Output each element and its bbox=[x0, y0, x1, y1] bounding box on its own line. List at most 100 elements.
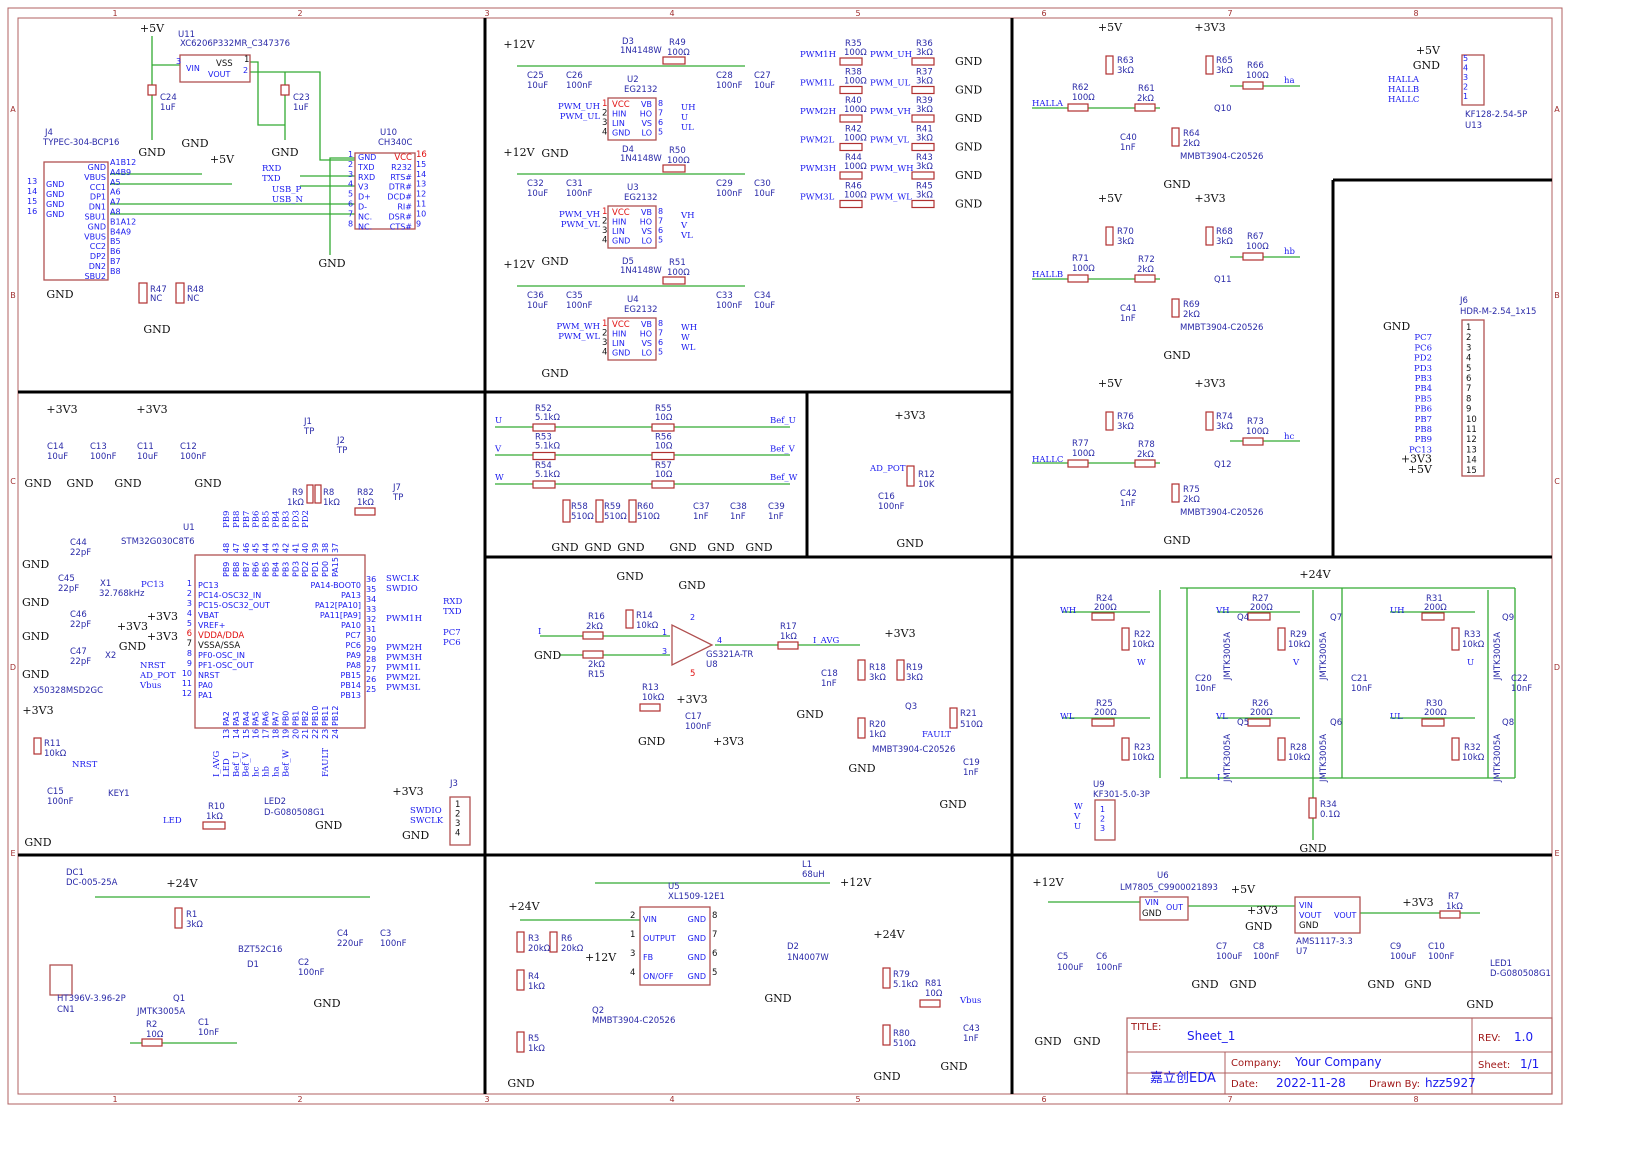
input-r2-val-label: 10Ω bbox=[146, 1030, 164, 1040]
j6-nums-6-label: 7 bbox=[1466, 384, 1471, 394]
mcu-bottom-pins-9-label: PB10 bbox=[311, 706, 320, 727]
buck-right-pins-1-label: GND bbox=[688, 934, 706, 943]
bridge-legs-1-rl-ref-label: R26 bbox=[1252, 699, 1269, 709]
drivers-0-out-h-label: UH bbox=[681, 103, 696, 113]
mcu-right-nets-2-label: RXD bbox=[443, 597, 462, 607]
bridge-legs-2-c-ref-label: C22 bbox=[1511, 674, 1528, 684]
hall-resistor bbox=[1105, 55, 1114, 75]
hall-0-rd-val-label: 3kΩ bbox=[1216, 66, 1233, 76]
ldo-u6-out-label: OUT bbox=[1166, 903, 1183, 912]
eg2132-body bbox=[607, 317, 657, 361]
u9-body bbox=[1094, 799, 1116, 841]
opamp-r13-val-label: 10kΩ bbox=[642, 693, 665, 703]
usb-vin-label: VIN bbox=[186, 64, 200, 73]
hall-resistor bbox=[1134, 459, 1156, 468]
driver-pins-left-3-label: GND bbox=[612, 349, 630, 358]
pwm-dividers-0-out-label: PWM_UH bbox=[870, 50, 912, 60]
j6-nets-9-label: PB7 bbox=[1415, 415, 1432, 425]
bridge-legs-0-rh-ref-label: R24 bbox=[1096, 594, 1113, 604]
driver-pins-right-3-label: LO bbox=[642, 129, 652, 138]
ldo-u6-gnd-label: GND bbox=[1142, 909, 1162, 919]
ldo-r7-ref-label: R7 bbox=[1448, 892, 1459, 902]
buck-left-nums-1-label: 1 bbox=[630, 930, 635, 940]
mcu-right-pins-4-label: PA10 bbox=[341, 621, 361, 630]
mcu-right-nums-6-label: 30 bbox=[366, 635, 376, 644]
r3-body bbox=[516, 931, 525, 953]
gnd-symbol: GND bbox=[955, 198, 982, 211]
pwm-dividers-0-r1-val-label: 100Ω bbox=[844, 48, 867, 58]
hall-1-rd-val-label: 3kΩ bbox=[1216, 237, 1233, 247]
r18-body bbox=[857, 659, 866, 681]
sense-r-ser-1-val-label: 10Ω bbox=[655, 442, 673, 452]
hall-2-rd-ref-label: R74 bbox=[1216, 412, 1233, 422]
j6-nets-12-label: PC13 bbox=[1409, 445, 1432, 455]
drivers-1-u-ref-label: U3 bbox=[627, 183, 639, 193]
mcu-bottom-pins-8-label: PB2 bbox=[301, 711, 310, 726]
usb-j4-pins-right-1-label: VBUS bbox=[84, 173, 106, 182]
hall-1-rc-ref-label: R69 bbox=[1183, 300, 1200, 310]
mcu-left-nets-2-label: Vbus bbox=[139, 681, 161, 691]
opamp-i-net-label: I bbox=[538, 627, 541, 637]
mcu-j7-val-label: TP bbox=[392, 493, 403, 503]
hall-0-rc-val-label: 2kΩ bbox=[1183, 139, 1200, 149]
sense-nets-out-2-label: Bef_W bbox=[770, 473, 798, 483]
hall-0-rc-ref-label: R64 bbox=[1183, 129, 1200, 139]
mcu-left-nums-7-label: 8 bbox=[187, 649, 192, 658]
divider-resistor bbox=[911, 57, 935, 66]
gnd-symbol: GND bbox=[796, 708, 823, 721]
driver-pins-left-2-label: LIN bbox=[612, 339, 625, 348]
ldo-u7-gnd-label: GND bbox=[1299, 921, 1319, 931]
usb-u10-left-nums-5-label: 6 bbox=[348, 200, 353, 209]
driver-pins-left-nums-1-label: 2 bbox=[602, 217, 607, 227]
drivers-0-out-l-label: UL bbox=[681, 123, 694, 133]
easyeda-logo: 嘉立创EDA bbox=[1150, 1071, 1216, 1086]
bridge-u9-nums-1-label: 2 bbox=[1100, 815, 1105, 824]
pwm-dividers-1-r2-ref-label: R37 bbox=[916, 68, 933, 78]
usb-u10-right-2-label: RTS# bbox=[390, 173, 412, 182]
hall-2-ro-val-label: 100Ω bbox=[1246, 427, 1269, 437]
r5-body bbox=[516, 1031, 525, 1053]
hall-1-out-label: hb bbox=[1284, 247, 1295, 257]
mcu-r82-val-label: 1kΩ bbox=[357, 498, 374, 508]
gate-pulldown-resistor bbox=[1451, 737, 1460, 761]
power-p3v3-symbol: +3V3 bbox=[136, 403, 167, 416]
usb-u11-p3-label: 3 bbox=[176, 57, 181, 66]
bridge-legs-1-ql-label: Q6 bbox=[1330, 718, 1342, 728]
mcu-right-nums-4-label: 32 bbox=[366, 615, 376, 624]
j6-nets-2-label: PC6 bbox=[1414, 343, 1432, 353]
sheet-label: Sheet: bbox=[1478, 1060, 1510, 1071]
mcu-left-pins-2-label: PC15-OSC32_OUT bbox=[198, 601, 270, 610]
usb-u10-left-4-label: D+ bbox=[358, 193, 371, 202]
mcu-left-pins-8-label: PF1-OSC_OUT bbox=[198, 661, 254, 670]
frame-col-marker: 2 bbox=[297, 9, 302, 18]
gnd-symbol: GND bbox=[955, 169, 982, 182]
pwm-dividers-1-r1-ref-label: R38 bbox=[845, 68, 862, 78]
hall-resistor bbox=[1105, 226, 1114, 246]
drivers-2-c3-val-label: 100nF bbox=[716, 301, 743, 311]
opamp-r21-val-label: 510Ω bbox=[960, 720, 983, 730]
bridge-legs-1-hn-label: VH bbox=[1215, 606, 1230, 616]
usb-u10-right-1-label: R232 bbox=[391, 163, 412, 172]
drivers-0-u-val-label: EG2132 bbox=[624, 85, 658, 95]
bridge-legs-1-ln-label: VL bbox=[1215, 712, 1228, 722]
j6-nums-3-label: 4 bbox=[1466, 354, 1471, 364]
mcu-c15-val-label: 100nF bbox=[47, 797, 74, 807]
bridge-legs-2-rl-val-label: 200Ω bbox=[1424, 708, 1447, 718]
hall-resistor bbox=[1205, 411, 1214, 431]
driver-pins-right-nums-1-label: 7 bbox=[658, 109, 663, 118]
driver-pins-left-1-label: HIN bbox=[612, 330, 626, 339]
mcu-top-nums-6-label: 42 bbox=[281, 543, 290, 553]
mcu-c14-ref-label: C14 bbox=[47, 442, 64, 452]
pwm-dividers-3-r2-val-label: 3kΩ bbox=[916, 134, 933, 144]
hall-resistor bbox=[1067, 459, 1089, 468]
pwm-dividers-2-r2-val-label: 3kΩ bbox=[916, 105, 933, 115]
ldo-c10-val-label: 100nF bbox=[1428, 952, 1455, 962]
gnd-symbol: GND bbox=[617, 541, 644, 554]
hall-resistor bbox=[1067, 103, 1089, 112]
mcu-c44-ref-label: C44 bbox=[70, 538, 87, 548]
gnd-symbol: GND bbox=[271, 146, 298, 159]
r6-body bbox=[549, 931, 558, 953]
usb-j4-pin-nums-4-label: A7 bbox=[110, 198, 121, 207]
opamp-r19-val-label: 3kΩ bbox=[906, 673, 923, 683]
